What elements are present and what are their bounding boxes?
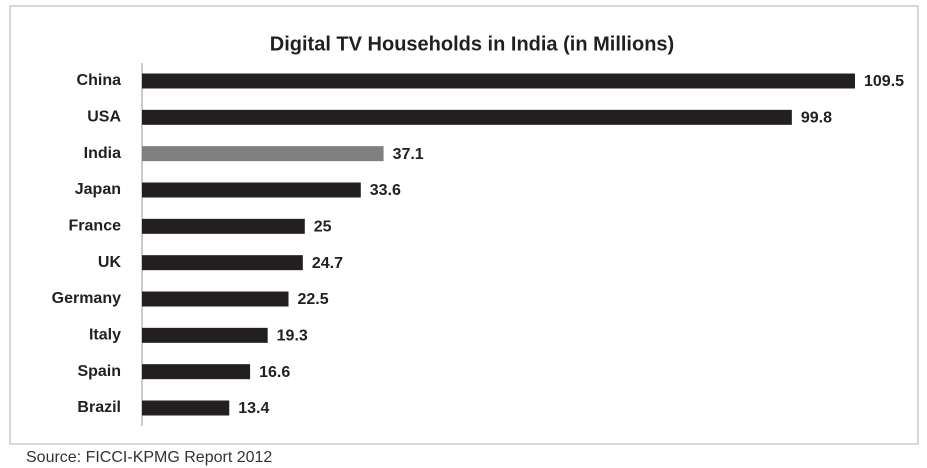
value-label: 19.3 [277,328,308,345]
category-label: Italy [89,327,121,344]
bar [142,109,792,125]
bar [142,218,305,234]
value-label: 22.5 [298,291,329,308]
value-label: 24.7 [312,255,343,272]
value-label: 33.6 [370,182,401,199]
value-label: 25 [314,219,332,236]
category-label: France [69,218,122,235]
bar [142,327,268,343]
category-label: UK [98,254,122,271]
bar [142,146,384,162]
bar [142,73,855,89]
value-label: 109.5 [864,73,904,90]
category-label: India [84,145,121,162]
category-label: Germany [52,290,121,307]
bar [142,364,251,380]
value-label: 37.1 [393,146,424,163]
category-label: Spain [77,363,121,380]
value-label: 13.4 [238,400,269,417]
chart-frame [9,5,919,445]
value-label: 16.6 [259,364,290,381]
bar [142,291,289,307]
category-label: China [77,72,122,89]
bar [142,182,361,198]
category-label: USA [87,109,121,126]
category-label: Japan [75,181,121,198]
category-label: Brazil [77,399,121,416]
bar [142,255,303,271]
chart-title: Digital TV Households in India (in Milli… [270,33,674,55]
value-label: 99.8 [801,110,832,127]
bar [142,400,230,416]
source-note: Source: FICCI-KPMG Report 2012 [26,449,272,466]
